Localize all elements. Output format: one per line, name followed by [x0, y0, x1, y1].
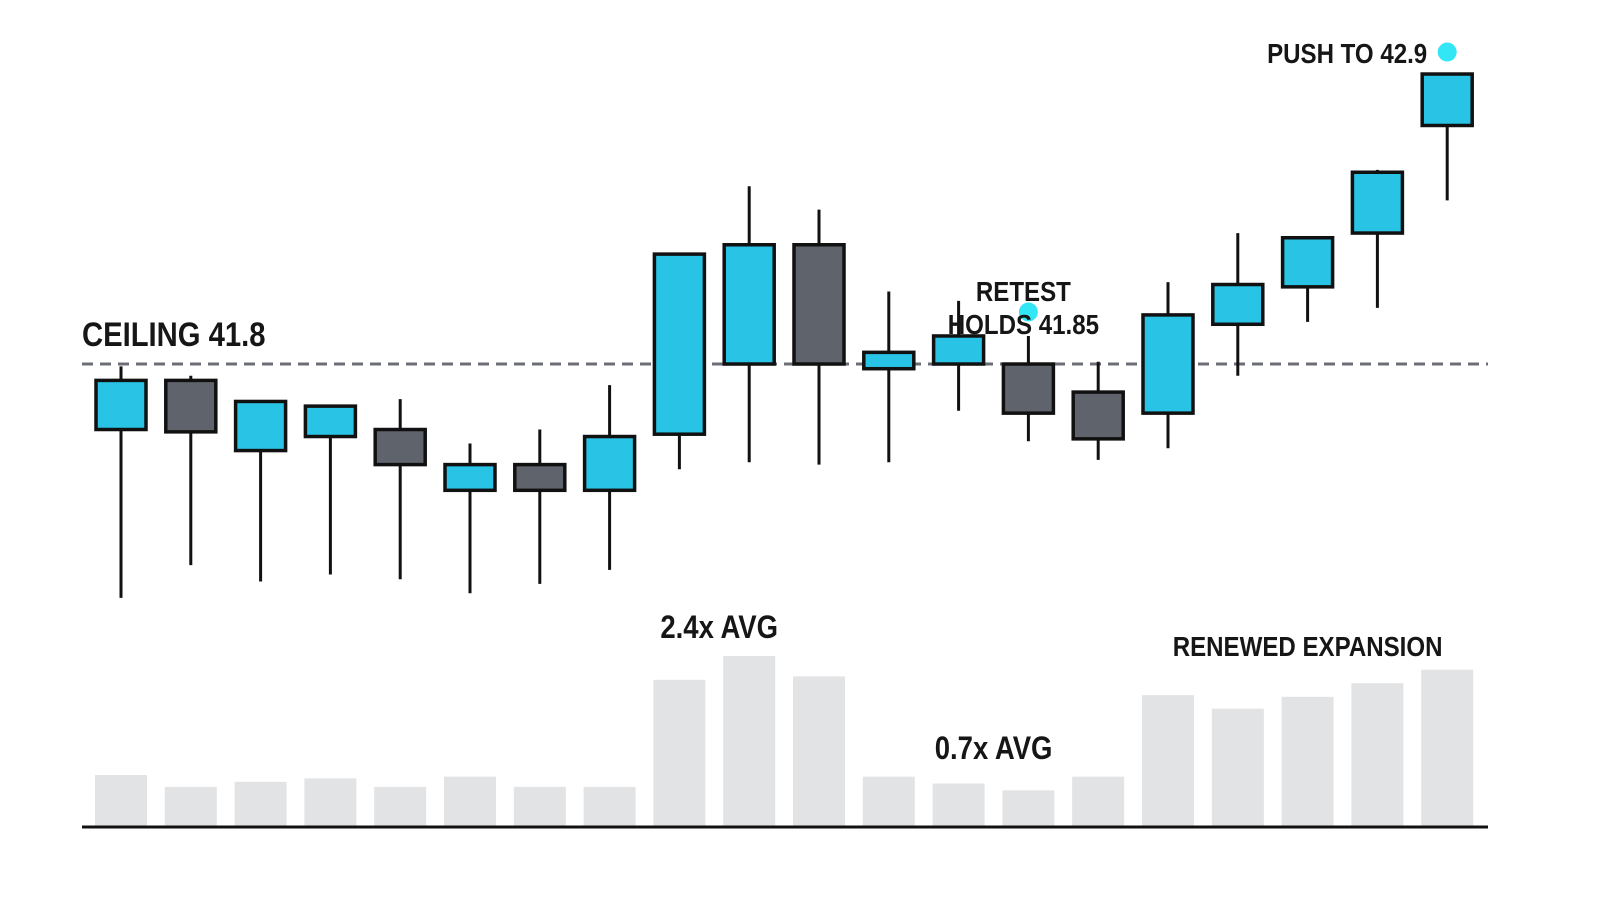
candle-body-13 — [1001, 362, 1056, 415]
candle-0 — [94, 366, 148, 598]
volume-bar-18 — [1351, 683, 1404, 826]
volume-bar-0 — [95, 775, 147, 826]
volume-bar-19 — [1421, 669, 1474, 826]
candle-12 — [931, 300, 986, 411]
candle-6 — [513, 429, 567, 584]
volume-bar-1 — [164, 786, 217, 826]
candle-body-0 — [94, 378, 148, 432]
volume-bar-16 — [1211, 708, 1264, 826]
candle-11 — [862, 291, 916, 463]
candle-body-8 — [652, 252, 707, 436]
candle-9 — [722, 186, 776, 463]
ceiling-label: CEILING 41.8 — [82, 315, 266, 354]
candle-15 — [1141, 282, 1195, 449]
volume-bar-8 — [653, 679, 706, 826]
candle-18 — [1350, 169, 1405, 308]
candle-17 — [1280, 235, 1335, 322]
retest-label-line2: HOLDS 41.85 — [948, 308, 1099, 340]
volume-expansion-label: RENEWED EXPANSION — [1173, 630, 1443, 662]
candle-body-18 — [1350, 170, 1405, 235]
volume-bar-15 — [1142, 695, 1194, 826]
candle-16 — [1211, 233, 1265, 376]
candle-body-4 — [373, 427, 427, 467]
candle-body-3 — [303, 404, 358, 439]
candle-body-1 — [164, 378, 218, 434]
candle-body-10 — [792, 243, 846, 366]
candle-10 — [792, 209, 846, 465]
volume-bar-13 — [1002, 790, 1055, 826]
candle-body-6 — [513, 462, 567, 493]
candle-14 — [1071, 361, 1125, 460]
candle-7 — [582, 385, 637, 570]
candle-body-16 — [1211, 282, 1265, 327]
candle-body-9 — [722, 243, 776, 366]
markers-group — [1018, 42, 1457, 322]
candle-8 — [652, 252, 707, 470]
candle-4 — [373, 399, 427, 580]
candle-body-7 — [582, 434, 637, 493]
volume-bar-11 — [862, 776, 915, 826]
volume-bar-10 — [793, 676, 845, 826]
candles-group — [94, 72, 1474, 598]
candle-1 — [164, 375, 218, 566]
volume-low-label: 0.7x AVG — [935, 731, 1053, 766]
volume-bar-12 — [932, 783, 985, 826]
candle-13 — [1001, 335, 1056, 442]
push-marker — [1437, 42, 1457, 62]
push-label: PUSH TO 42.9 — [1267, 37, 1427, 69]
volume-bar-17 — [1281, 696, 1334, 826]
retest-label-line1: RETEST — [976, 275, 1071, 307]
volume-bar-2 — [234, 781, 287, 826]
volume-bars-group — [95, 656, 1474, 826]
volume-bar-5 — [444, 776, 496, 826]
candle-body-2 — [233, 399, 288, 453]
candle-19 — [1420, 72, 1474, 201]
volume-bar-4 — [374, 786, 427, 826]
volume-bar-7 — [583, 786, 636, 826]
retest-marker — [1018, 302, 1038, 322]
candle-body-15 — [1141, 313, 1195, 415]
candle-body-17 — [1280, 235, 1335, 289]
volume-bar-14 — [1072, 776, 1125, 826]
volume-bar-9 — [723, 656, 776, 826]
volume-bar-3 — [304, 778, 357, 826]
candle-5 — [443, 443, 497, 594]
candle-2 — [233, 399, 288, 582]
candle-3 — [303, 404, 358, 575]
volume-spike-label: 2.4x AVG — [660, 610, 778, 645]
candle-body-11 — [862, 350, 916, 371]
volume-bar-6 — [513, 786, 566, 826]
candle-body-5 — [443, 462, 497, 493]
candle-body-19 — [1420, 72, 1474, 128]
candle-body-14 — [1071, 390, 1125, 441]
candle-body-12 — [931, 334, 986, 366]
